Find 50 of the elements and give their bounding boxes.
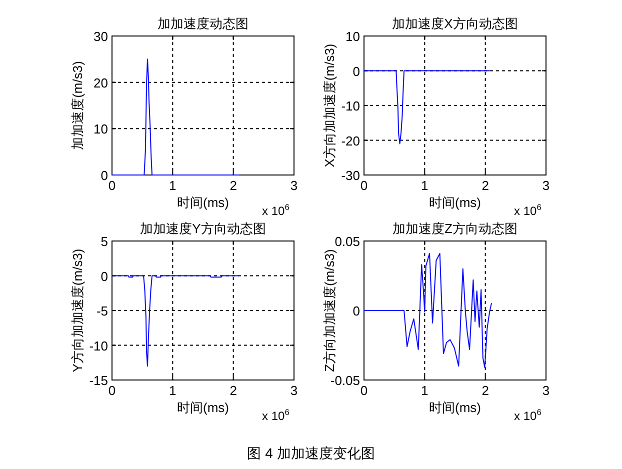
y-tick-label: 0.05 xyxy=(334,234,360,249)
x-tick-label: 3 xyxy=(542,383,550,398)
line-series xyxy=(112,58,240,176)
y-tick-label: -15 xyxy=(89,373,108,388)
y-axis-title: Y方向加加速度(m/s3) xyxy=(70,248,85,372)
x-tick-label: 3 xyxy=(290,178,298,193)
x-tick-label: 1 xyxy=(421,383,428,398)
line-series xyxy=(364,253,492,368)
line-series xyxy=(364,70,490,144)
y-tick-label: -10 xyxy=(341,98,360,114)
chart-title: 加加速度Z方向动态图 xyxy=(392,221,518,236)
x-tick-label: 2 xyxy=(482,383,489,398)
x-tick-label: 3 xyxy=(542,178,550,193)
chart-title: 加加速度X方向动态图 xyxy=(392,16,518,31)
x-tick-label: 1 xyxy=(421,178,428,193)
x-tick-label: 2 xyxy=(230,178,237,193)
x-tick-label: 3 xyxy=(290,383,298,398)
y-tick-label: 10 xyxy=(94,122,108,137)
text: x 10$^{6}$ xyxy=(262,202,290,218)
x-tick-label: 2 xyxy=(482,178,489,193)
y-tick-label: 0 xyxy=(100,268,108,284)
y-tick-label: 10 xyxy=(346,29,360,44)
x-tick-label: 2 xyxy=(230,383,237,398)
y-tick-label: 0 xyxy=(100,168,108,183)
y-tick-label: 30 xyxy=(94,29,108,44)
x-axis-title: 时间(ms) xyxy=(429,400,481,415)
y-tick-label: 0 xyxy=(352,64,360,79)
chart-title: 加加速度Y方向动态图 xyxy=(140,221,266,236)
y-tick-label: 5 xyxy=(100,234,108,249)
y-axis-title: X方向加加速度(m/s3) xyxy=(322,44,337,168)
x-axis-title: 时间(ms) xyxy=(429,195,481,210)
x-axis-title: 时间(ms) xyxy=(177,195,229,210)
y-tick-label: -5 xyxy=(96,304,108,318)
x-tick-label: 1 xyxy=(169,383,176,398)
y-tick-label: -10 xyxy=(89,338,108,354)
y-tick-label: -20 xyxy=(341,133,360,148)
y-axis-title: 加加速度(m/s3) xyxy=(70,61,85,150)
text: x 10$^{6}$ xyxy=(514,202,542,218)
y-axis-title: Z方向加加速度(m/s3) xyxy=(322,249,337,372)
caption: 图 4 加加速度变化图 xyxy=(247,445,375,461)
y-tick-label: 0 xyxy=(352,304,360,318)
x-tick-label: 1 xyxy=(169,178,176,193)
y-tick-label: 20 xyxy=(94,75,108,90)
text: x 10$^{6}$ xyxy=(514,407,542,423)
text: x 10$^{6}$ xyxy=(262,407,290,423)
y-tick-label: -30 xyxy=(341,168,360,183)
x-axis-title: 时间(ms) xyxy=(177,400,229,415)
chart-title: 加加速度动态图 xyxy=(158,16,248,31)
line-series xyxy=(112,275,240,367)
y-tick-label: -0.05 xyxy=(330,373,360,388)
